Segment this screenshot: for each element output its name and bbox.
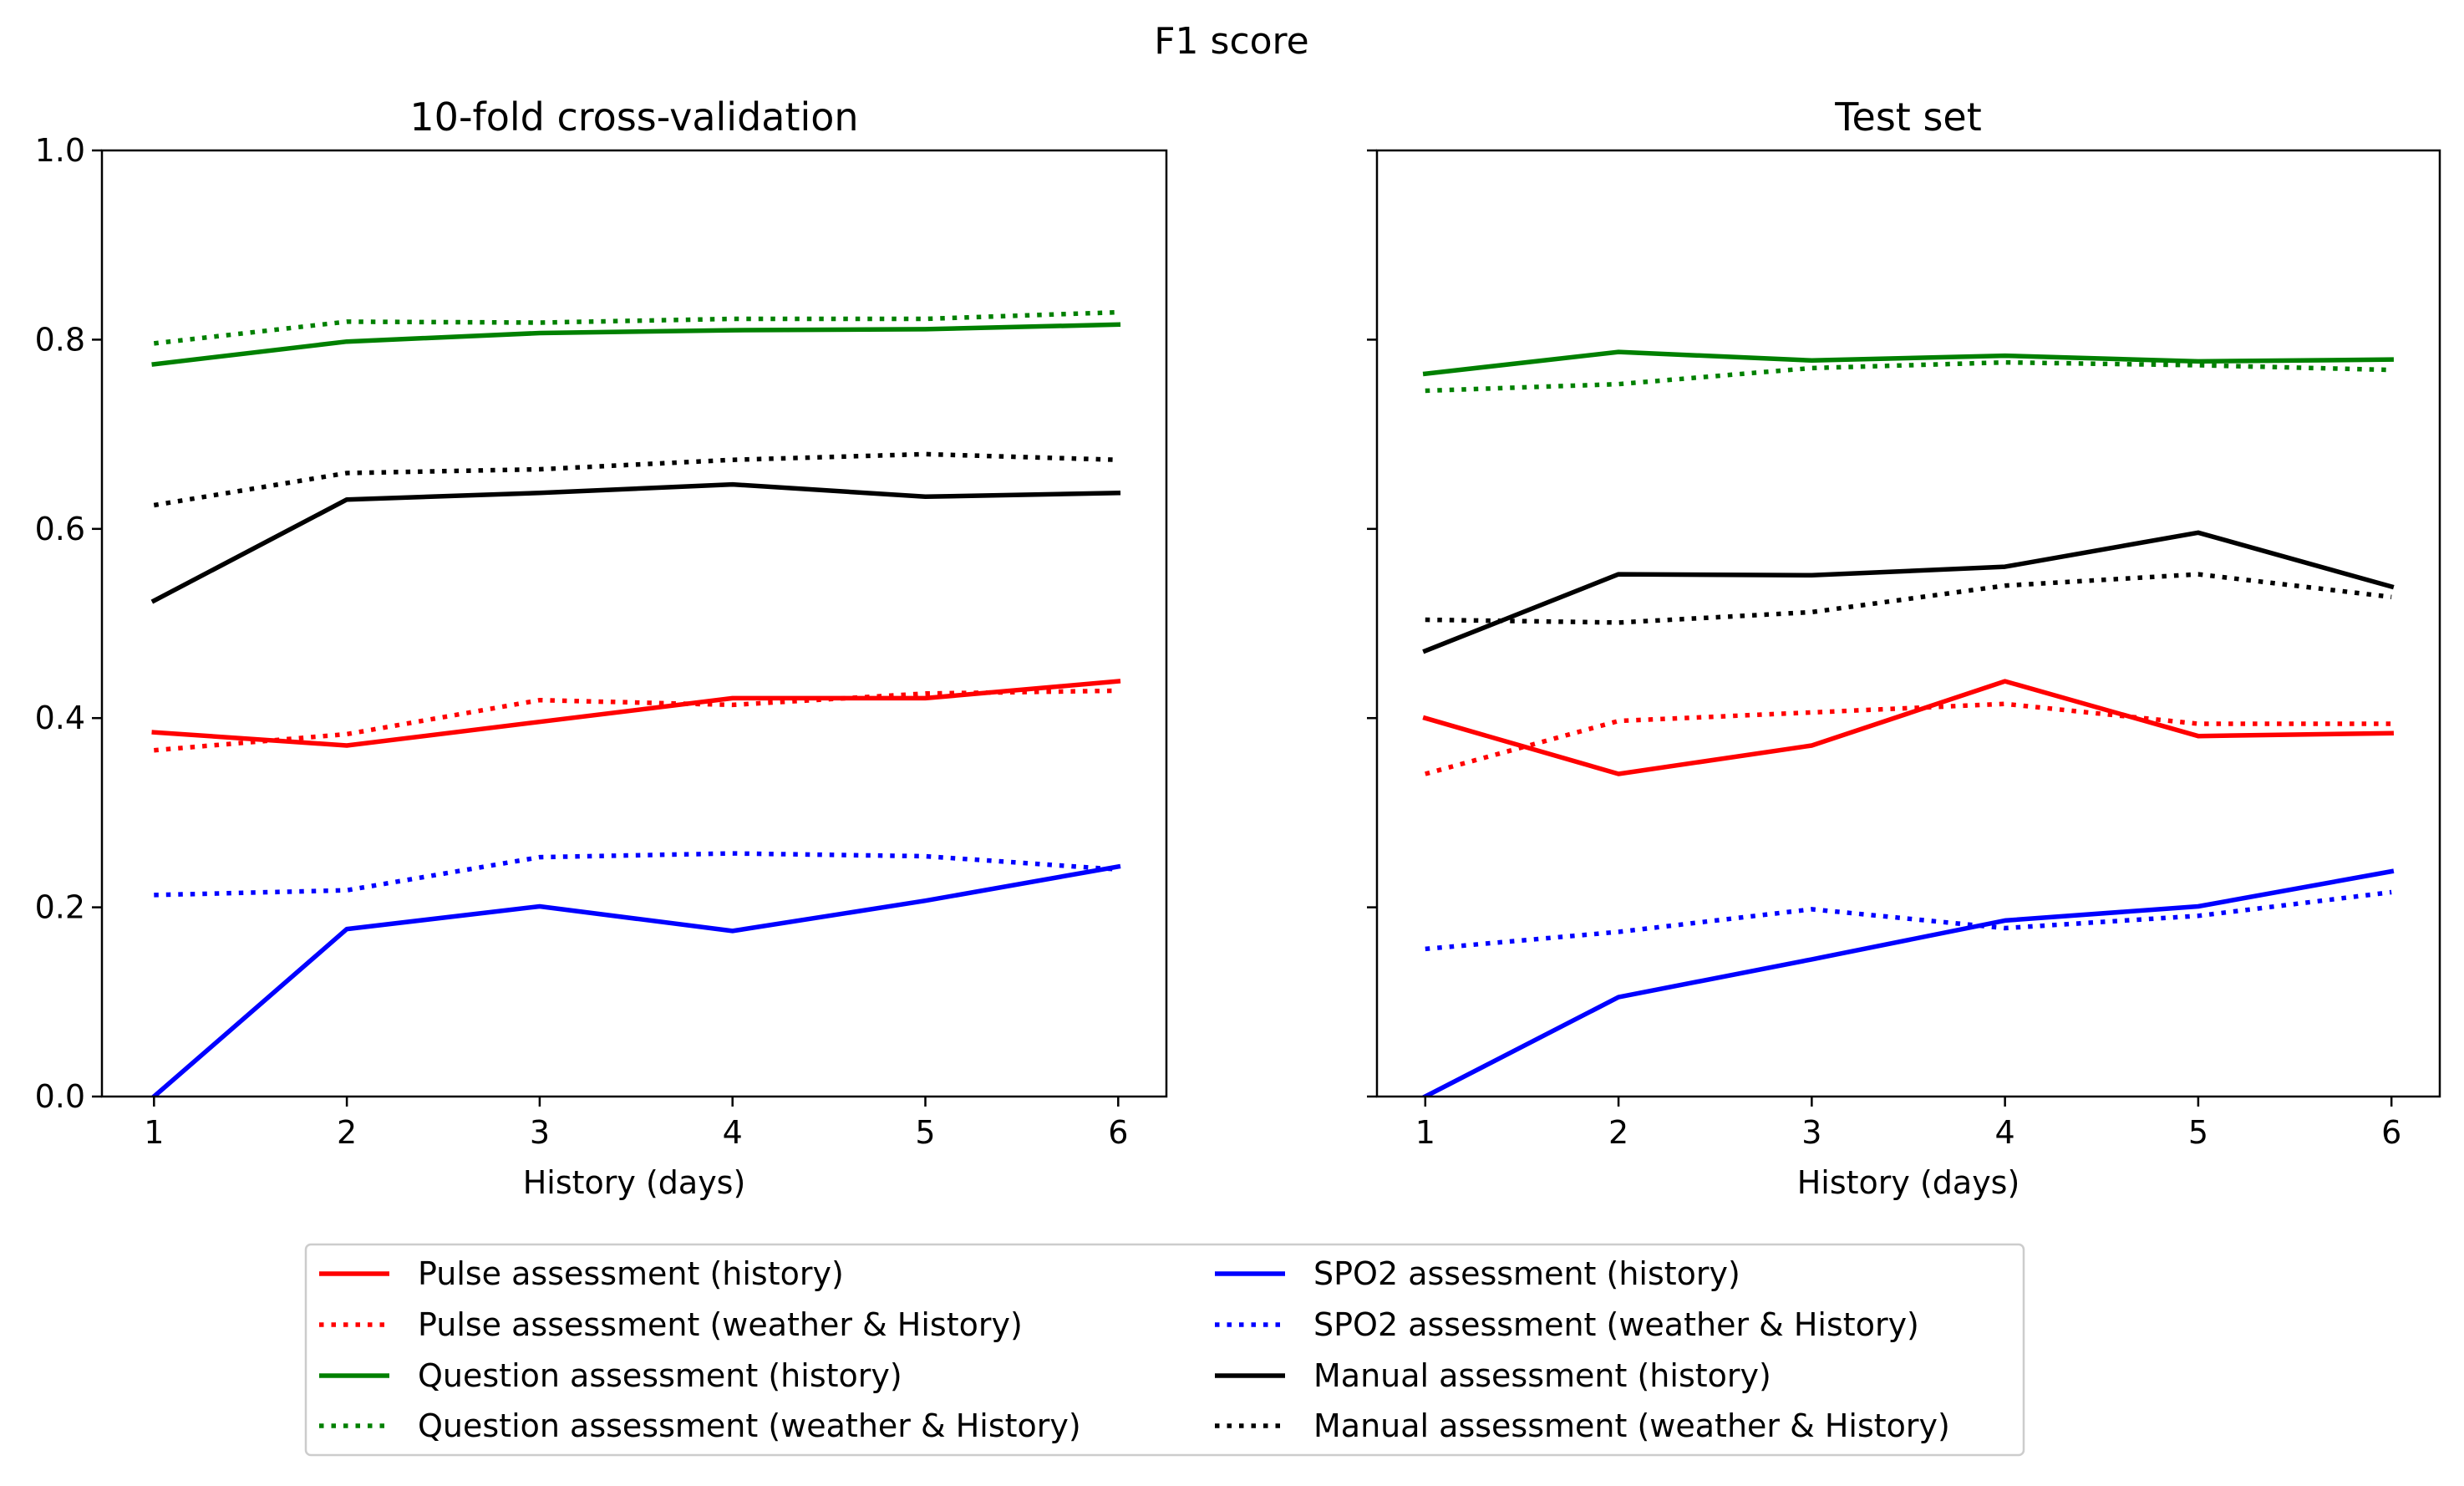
series-line-pulse-assessment-history: [1422, 679, 2394, 776]
x-tick-label: 6: [2381, 1114, 2401, 1151]
x-tick-label: 4: [1995, 1114, 2015, 1151]
x-tick-label: 1: [144, 1114, 164, 1151]
x-axis-label: History (days): [523, 1164, 746, 1201]
x-tick-label: 5: [915, 1114, 935, 1151]
y-tick-label: 0.2: [35, 889, 85, 926]
series-line-pulse-assessment-weather-history: [154, 688, 1119, 753]
y-tick-label: 0.0: [35, 1078, 85, 1115]
series-group: [150, 309, 1121, 1097]
series-line-pulse-assessment-history: [151, 679, 1121, 748]
y-tick-label: 0.4: [35, 700, 85, 736]
legend-label: Manual assessment (history): [1313, 1357, 1771, 1394]
legend-label: Question assessment (weather & History): [418, 1407, 1081, 1444]
legend-frame: [304, 1243, 2025, 1457]
series-line-manual-assessment-history: [150, 481, 1121, 604]
x-tick-label: 2: [337, 1114, 357, 1151]
x-tick-label: 3: [530, 1114, 550, 1151]
x-tick-label: 1: [1415, 1114, 1435, 1151]
legend-label: Pulse assessment (history): [418, 1255, 844, 1292]
series-line-manual-assessment-weather-history: [1425, 572, 2392, 625]
series-line-spo2-assessment-history: [150, 863, 1121, 1097]
x-tick-label: 3: [1801, 1114, 1821, 1151]
legend-label: Manual assessment (weather & History): [1313, 1407, 1950, 1444]
x-axis-label: History (days): [1797, 1164, 2020, 1201]
y-tick-label: 0.8: [35, 321, 85, 358]
x-tick-label: 2: [1608, 1114, 1628, 1151]
axes-frame: [100, 149, 1168, 1098]
figure-title: F1 score: [1154, 20, 1309, 63]
legend-label: Question assessment (history): [418, 1357, 902, 1394]
subplot-1: 10-fold cross-validation 1 2 3 4 5 6 0.0 0.2 0.4 0…: [35, 94, 1168, 1201]
legend-label: SPO2 assessment (weather & History): [1313, 1306, 1919, 1343]
series-line-manual-assessment-history: [1422, 530, 2395, 654]
series-line-manual-assessment-weather-history: [153, 451, 1119, 508]
y-tick-label: 0.6: [35, 511, 85, 547]
legend: Pulse assessment (history) Pulse assessme…: [304, 1243, 2025, 1457]
subplot-title: 10-fold cross-validation: [409, 94, 858, 140]
legend-label: Pulse assessment (weather & History): [418, 1306, 1023, 1343]
legend-label: SPO2 assessment (history): [1313, 1255, 1740, 1292]
subplot-2: Test set 1 2 3 4 5 6 History (days): [1367, 94, 2441, 1201]
subplot-title: Test set: [1834, 94, 1982, 140]
series-line-question-assessment-weather-history: [153, 309, 1119, 346]
series-line-question-assessment-weather-history: [1425, 359, 2392, 394]
series-line-question-assessment-history: [1422, 349, 2394, 377]
series-line-question-assessment-history: [151, 322, 1121, 367]
y-tick-label: 1.0: [35, 132, 85, 169]
series-line-spo2-assessment-weather-history: [154, 851, 1119, 898]
x-tick-label: 6: [1108, 1114, 1128, 1151]
series-line-pulse-assessment-weather-history: [1425, 701, 2392, 776]
axes-frame: [1375, 149, 2441, 1098]
series-line-spo2-assessment-weather-history: [1425, 889, 2392, 952]
x-tick-label: 4: [723, 1114, 743, 1151]
series-group: [1422, 349, 2395, 1097]
series-line-spo2-assessment-history: [1422, 868, 2395, 1097]
x-tick-label: 5: [2188, 1114, 2208, 1151]
